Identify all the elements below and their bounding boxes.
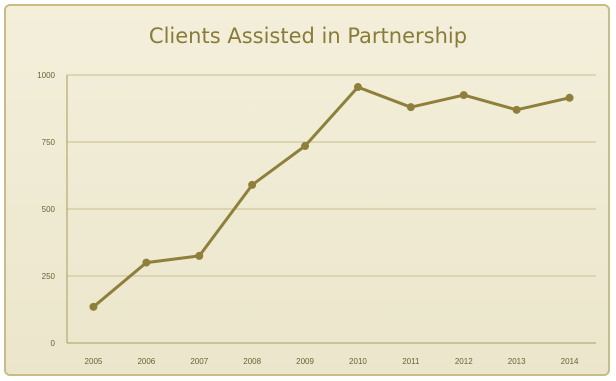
x-tick-label: 2007 xyxy=(190,357,208,366)
y-tick-label: 0 xyxy=(51,339,56,348)
y-tick-label: 250 xyxy=(42,272,56,281)
x-tick-label: 2012 xyxy=(455,357,473,366)
y-tick-label: 750 xyxy=(42,138,56,147)
x-tick-label: 2011 xyxy=(402,357,420,366)
x-tick-label: 2008 xyxy=(243,357,261,366)
x-tick-label: 2005 xyxy=(85,357,103,366)
gridlines xyxy=(67,74,596,277)
data-point xyxy=(248,180,257,189)
data-point xyxy=(512,105,521,114)
data-point xyxy=(301,142,310,151)
data-point xyxy=(406,103,415,112)
data-point xyxy=(459,91,468,100)
x-tick-labels: 2005 2006 2007 2008 2009 2010 2011 2012 2013 2014 xyxy=(85,357,579,366)
x-tick-label: 2013 xyxy=(508,357,526,366)
chart-title: Clients Assisted in Partnership xyxy=(148,24,468,48)
data-point xyxy=(353,83,362,92)
y-tick-labels: 0 250 500 750 1000 xyxy=(37,71,55,348)
y-tick-label: 500 xyxy=(42,205,56,214)
data-point xyxy=(142,258,151,267)
x-tick-label: 2010 xyxy=(349,357,367,366)
data-point xyxy=(565,93,574,102)
axes xyxy=(66,75,596,344)
data-points xyxy=(89,83,574,311)
data-point xyxy=(195,251,204,260)
x-tick-label: 2009 xyxy=(296,357,314,366)
x-tick-label: 2014 xyxy=(561,357,579,366)
chart-frame xyxy=(4,4,610,376)
y-tick-label: 1000 xyxy=(37,71,55,80)
series-line xyxy=(92,85,570,308)
x-tick-label: 2006 xyxy=(137,357,155,366)
data-point xyxy=(89,302,98,311)
